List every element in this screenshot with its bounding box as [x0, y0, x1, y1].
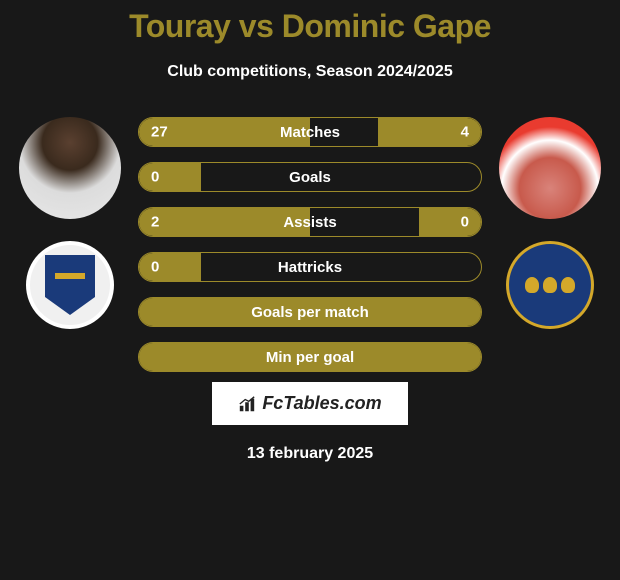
- player-right-avatar: [499, 117, 601, 219]
- stat-bar: Min per goal: [138, 342, 482, 372]
- club-right-crest: [506, 241, 594, 329]
- stat-value-left: 2: [151, 214, 159, 231]
- infographic-container: Touray vs Dominic Gape Club competitions…: [0, 0, 620, 580]
- stat-fill-left: [139, 163, 201, 191]
- date-label: 13 february 2025: [247, 445, 373, 463]
- player-left-avatar: [19, 117, 121, 219]
- stat-fill-right: [419, 208, 481, 236]
- subtitle: Club competitions, Season 2024/2025: [167, 63, 452, 81]
- chart-icon: [238, 395, 256, 413]
- stat-label: Matches: [280, 124, 340, 141]
- stat-fill-left: [139, 253, 201, 281]
- stat-label: Goals per match: [251, 304, 369, 321]
- stat-label: Hattricks: [278, 259, 342, 276]
- stat-bar: 2 0 Assists: [138, 207, 482, 237]
- stat-value-left: 0: [151, 259, 159, 276]
- stat-bar: Goals per match: [138, 297, 482, 327]
- page-title: Touray vs Dominic Gape: [129, 8, 491, 45]
- stats-column: 27 4 Matches 0 Goals 2 0 Assists 0 Hattricks Goals…: [130, 117, 490, 372]
- stat-value-left: 27: [151, 124, 168, 141]
- club-left-crest: [26, 241, 114, 329]
- stat-bar: 0 Goals: [138, 162, 482, 192]
- content-row: 27 4 Matches 0 Goals 2 0 Assists 0 Hattricks Goals…: [0, 117, 620, 372]
- stat-value-left: 0: [151, 169, 159, 186]
- branding-text: FcTables.com: [262, 393, 381, 414]
- shield-icon: [45, 255, 95, 315]
- stat-label: Assists: [283, 214, 336, 231]
- stat-bar: 27 4 Matches: [138, 117, 482, 147]
- lions-icon: [525, 277, 575, 293]
- stat-label: Min per goal: [266, 349, 354, 366]
- stat-label: Goals: [289, 169, 331, 186]
- stat-value-right: 0: [461, 214, 469, 231]
- stat-bar: 0 Hattricks: [138, 252, 482, 282]
- branding-badge: FcTables.com: [212, 382, 407, 425]
- right-column: [490, 117, 610, 372]
- left-column: [10, 117, 130, 372]
- stat-value-right: 4: [461, 124, 469, 141]
